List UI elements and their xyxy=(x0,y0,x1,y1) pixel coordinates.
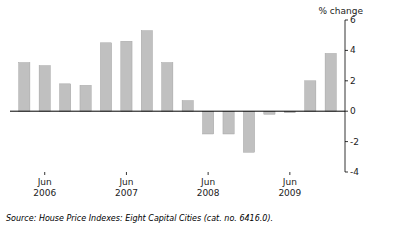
bar xyxy=(223,111,234,134)
bar xyxy=(39,66,50,112)
x-tick-label-line: Jun xyxy=(118,177,133,187)
bar xyxy=(182,101,193,112)
zero-line xyxy=(10,111,345,112)
x-tick-label-line: Jun xyxy=(282,177,297,187)
y-tick-label: 6 xyxy=(350,15,356,25)
y-label: % change xyxy=(318,6,363,16)
x-tick xyxy=(44,172,45,175)
y-tick xyxy=(345,50,348,51)
x-tick-label-line: 2008 xyxy=(197,188,220,198)
x-tick-label-line: Jun xyxy=(200,177,215,187)
x-tick-label: Jun2008 xyxy=(197,177,220,198)
y-tick-label: 2 xyxy=(350,76,356,86)
y-tick-label: 0 xyxy=(350,106,356,116)
x-tick-label-line: 2009 xyxy=(278,188,301,198)
y-tick-label: -2 xyxy=(350,137,359,147)
y-tick xyxy=(345,172,348,173)
bar xyxy=(305,81,316,111)
chart: -4-20246% changeJun2006Jun2007Jun2008Jun… xyxy=(0,0,397,227)
x-tick xyxy=(208,172,209,175)
bar xyxy=(60,84,71,111)
y-tick xyxy=(345,111,348,112)
x-tick-label-line: Jun xyxy=(37,177,52,187)
bar xyxy=(100,43,111,111)
y-tick xyxy=(345,80,348,81)
y-tick-label: 4 xyxy=(350,45,356,55)
bars xyxy=(19,31,337,153)
x-tick-label: Jun2007 xyxy=(115,177,138,198)
y-tick xyxy=(345,20,348,21)
bar xyxy=(19,63,30,112)
x-tick xyxy=(126,172,127,175)
y-tick-label: -4 xyxy=(350,167,359,177)
bar xyxy=(162,63,173,112)
y-tick xyxy=(345,141,348,142)
bar xyxy=(203,111,214,134)
y-axis xyxy=(345,20,346,172)
bar xyxy=(121,41,132,111)
x-tick-label-line: 2006 xyxy=(33,188,56,198)
bar xyxy=(141,31,152,112)
x-tick xyxy=(289,172,290,175)
bar xyxy=(243,111,254,152)
x-tick-label: Jun2009 xyxy=(278,177,301,198)
x-tick-label: Jun2006 xyxy=(33,177,56,198)
x-tick-label-line: 2007 xyxy=(115,188,138,198)
source: Source: House Price Indexes: Eight Capit… xyxy=(6,214,273,223)
bar xyxy=(80,85,91,111)
bar xyxy=(325,53,336,111)
